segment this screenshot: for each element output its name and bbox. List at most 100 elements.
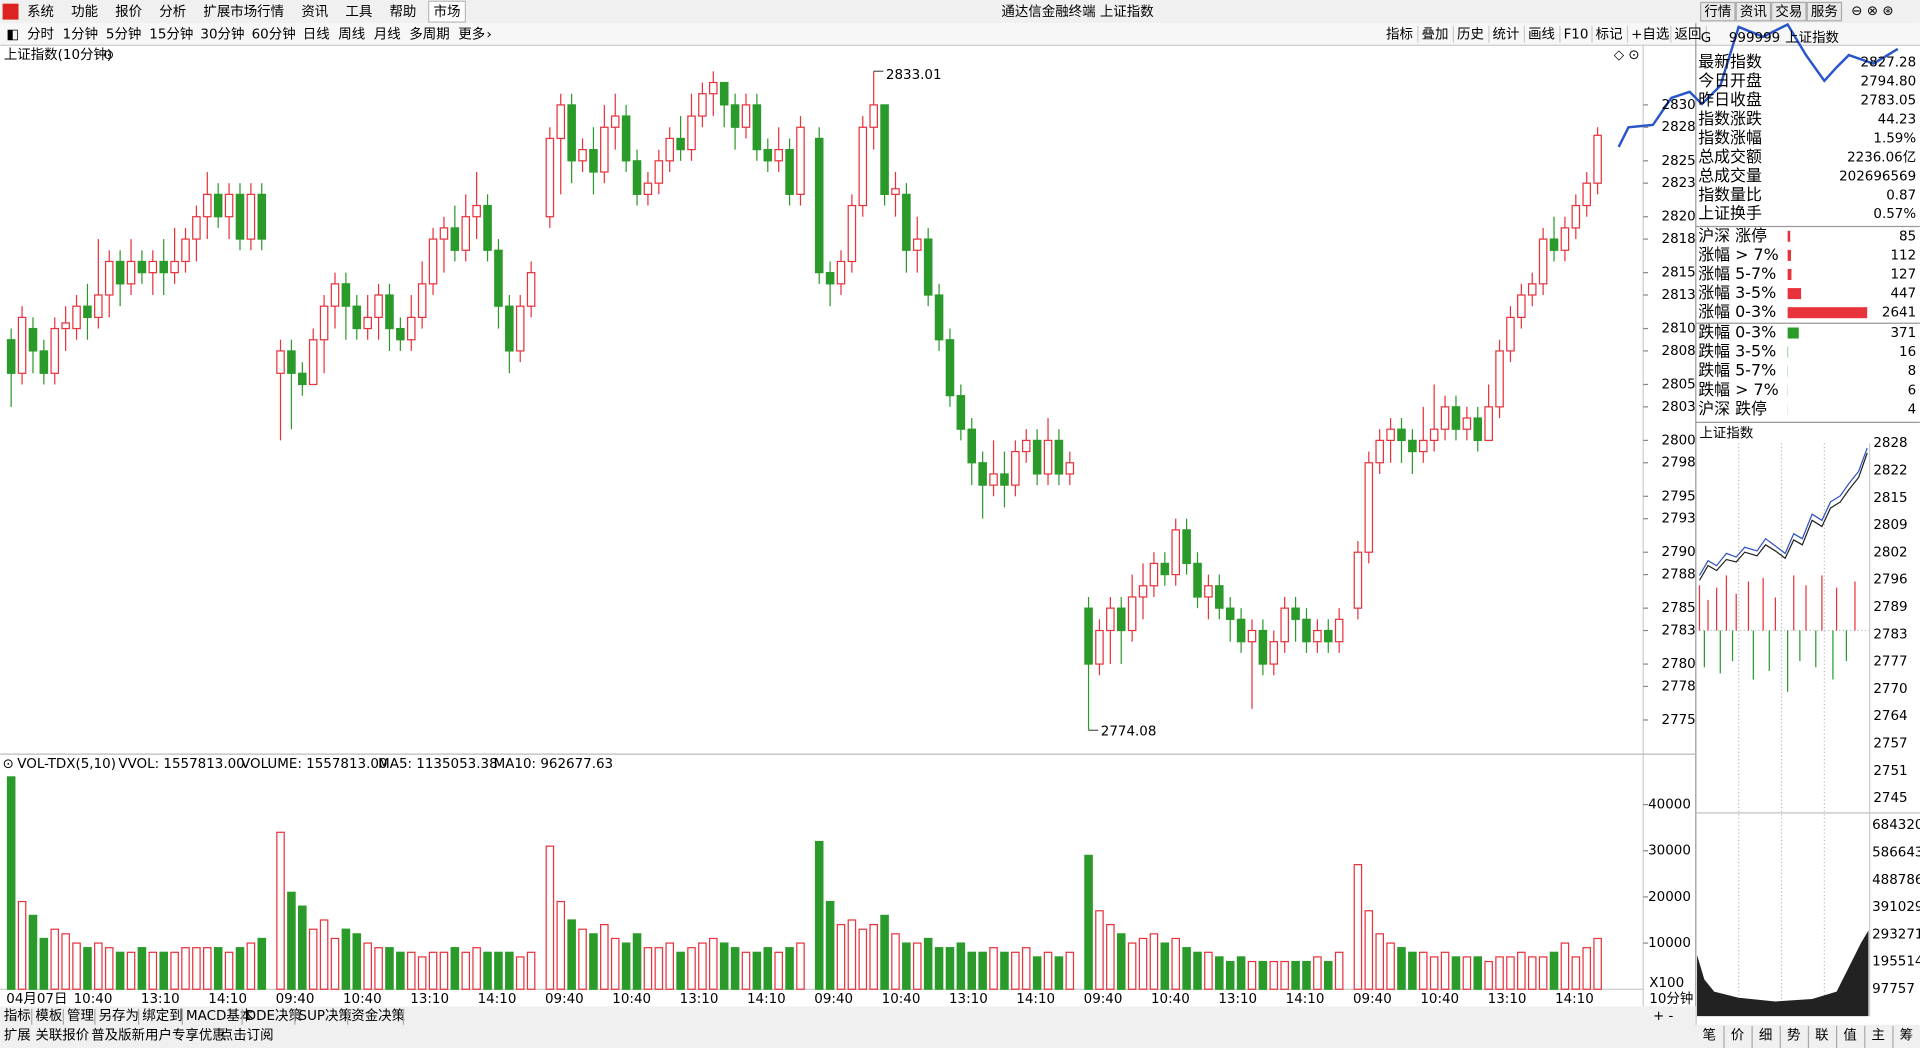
time-label: 13:10 — [410, 992, 449, 1007]
tab[interactable]: 另存为 — [99, 1008, 139, 1024]
status-item[interactable]: 普及版新用户专享优惠 — [91, 1027, 226, 1044]
time-label: 09:40 — [814, 992, 853, 1007]
top-button[interactable] — [1806, 1, 1843, 22]
tool-button[interactable]: 指标 — [1386, 26, 1413, 42]
tab[interactable]: 管理 — [67, 1008, 94, 1024]
status-item[interactable]: 关联报价 — [35, 1028, 89, 1044]
volume-bar — [1484, 960, 1493, 990]
period-button[interactable]: 60分钟 — [252, 25, 296, 42]
more-button[interactable]: 更多 — [458, 25, 485, 42]
quote-label: 昨日收盘 — [1698, 90, 1762, 109]
candle-body — [1182, 529, 1191, 565]
menu-item[interactable]: 报价 — [115, 4, 142, 20]
volume-bar — [902, 942, 911, 990]
period-button[interactable]: 5分钟 — [106, 25, 141, 42]
volume-legend: MA10: 962677.63 — [494, 757, 613, 772]
status-item[interactable]: 扩展 — [4, 1028, 31, 1044]
tool-button[interactable]: 画线 — [1528, 26, 1555, 42]
candle-body — [676, 137, 685, 151]
side-tab[interactable]: 价 — [1731, 1029, 1745, 1044]
tool-button[interactable]: 返回 — [1675, 26, 1702, 42]
tool-button[interactable]: 统计 — [1493, 26, 1520, 42]
tool-button[interactable]: +自选 — [1631, 26, 1669, 42]
candle-body — [83, 305, 92, 318]
volume-bar — [1418, 951, 1428, 990]
mini-price-tick: 2815 — [1873, 491, 1907, 506]
top-button-label[interactable]: 交易 — [1775, 3, 1802, 20]
period-button[interactable]: 日线 — [303, 26, 330, 42]
top-button-label[interactable]: 行情 — [1704, 4, 1731, 20]
tab[interactable]: 资金决策 — [351, 1007, 405, 1024]
volume-bar — [192, 947, 201, 990]
tool-button[interactable]: 叠加 — [1422, 26, 1449, 42]
menu-market[interactable]: 市场 — [434, 3, 461, 20]
side-tab[interactable]: 值 — [1843, 1028, 1856, 1044]
tab[interactable]: DDE决策 — [246, 1007, 303, 1024]
menu-item[interactable]: 帮助 — [389, 4, 416, 20]
period-button[interactable]: 月线 — [374, 26, 401, 42]
top-button-label[interactable]: 服务 — [1811, 4, 1838, 20]
candle-body — [224, 193, 234, 218]
window-controls[interactable]: ⊖ ⊗ ⊛ — [1851, 4, 1893, 19]
candle-body — [1171, 529, 1181, 576]
candle-body — [578, 149, 587, 162]
menu-item[interactable]: 功能 — [71, 4, 98, 20]
menu-item[interactable]: 扩展市场行情 — [203, 3, 284, 20]
period-button[interactable]: 周线 — [338, 26, 365, 42]
mini-price-tick: 2777 — [1873, 655, 1907, 670]
top-button[interactable] — [1735, 1, 1772, 22]
tab[interactable]: 指标 — [4, 1008, 31, 1024]
period-button[interactable]: 30分钟 — [200, 25, 244, 42]
menu-item[interactable]: 工具 — [345, 5, 372, 20]
breadth-value: 127 — [1890, 267, 1916, 282]
time-label: 10:40 — [1151, 992, 1190, 1007]
mini-price-tick: 2764 — [1873, 709, 1907, 724]
tab[interactable]: MACD基本 — [186, 1007, 253, 1024]
menu-item[interactable]: 资讯 — [301, 4, 328, 20]
candle-body — [880, 104, 889, 195]
menu-item[interactable]: 系统 — [27, 4, 54, 20]
volume-bar — [956, 942, 966, 990]
volume-bar — [1043, 951, 1053, 990]
side-tab[interactable]: 笔 — [1703, 1028, 1716, 1044]
zoom-controls[interactable]: + - — [1653, 1009, 1674, 1024]
tab[interactable]: 模板 — [35, 1008, 62, 1024]
toolbar-icon: ◧ — [6, 27, 19, 42]
volume-bar — [785, 947, 794, 990]
period-button[interactable]: 多周期 — [409, 25, 449, 42]
tab[interactable]: 绑定到 — [142, 1008, 182, 1024]
window-title: 通达信金融终端 上证指数 — [1001, 4, 1154, 20]
side-tab[interactable]: 势 — [1787, 1028, 1800, 1044]
tab[interactable]: SUP决策 — [299, 1007, 353, 1024]
time-label: 14:10 — [208, 992, 247, 1007]
top-button[interactable] — [1700, 1, 1736, 22]
volume-bar — [17, 900, 27, 990]
tool-button[interactable]: F10 — [1564, 27, 1589, 42]
side-tab[interactable]: 主 — [1871, 1028, 1884, 1044]
period-button[interactable]: 15分钟 — [149, 25, 193, 42]
top-button[interactable] — [1771, 1, 1807, 22]
tool-button[interactable]: 标记 — [1596, 26, 1623, 42]
side-tab[interactable]: 联 — [1815, 1028, 1828, 1044]
volume-bar — [719, 942, 729, 990]
candle-body — [439, 227, 449, 240]
y-tick-label: 2800 — [1662, 433, 1696, 448]
volume-bar — [494, 951, 503, 990]
volume-tick-label: 30000 — [1648, 844, 1691, 859]
menu-item[interactable]: 分析 — [159, 4, 186, 20]
top-button-label[interactable]: 资讯 — [1740, 4, 1767, 20]
side-tab[interactable]: 筹 — [1900, 1027, 1913, 1044]
volume-bar — [1506, 956, 1515, 990]
period-button[interactable]: 1分钟 — [63, 25, 98, 42]
side-tab[interactable]: 细 — [1759, 1028, 1772, 1044]
period-button[interactable]: 分时 — [27, 26, 54, 42]
candle-body — [632, 160, 642, 195]
candle-body — [556, 104, 566, 140]
quote-value: 1.59% — [1873, 131, 1916, 146]
status-item[interactable]: 点击订阅 — [220, 1028, 274, 1044]
volume-bar — [763, 947, 773, 990]
market-tab[interactable] — [428, 0, 466, 23]
tool-button[interactable]: 历史 — [1457, 26, 1484, 42]
y-tick-label: 2828 — [1662, 120, 1696, 135]
